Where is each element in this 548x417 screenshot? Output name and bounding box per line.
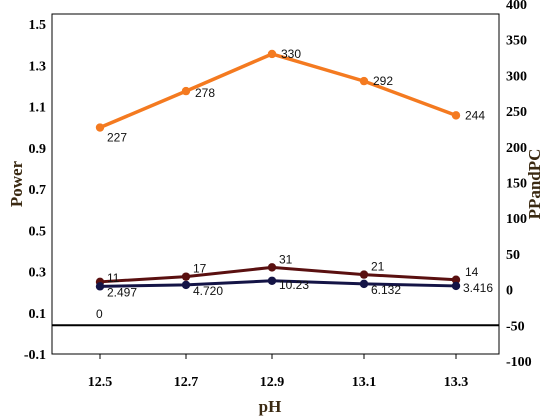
- data-point: [359, 76, 369, 86]
- right-tick-label: -100: [506, 355, 532, 370]
- x-tick-label: 12.7: [174, 375, 199, 390]
- data-label: 227: [107, 131, 127, 145]
- data-point: [451, 275, 461, 284]
- data-label: 330: [281, 47, 301, 61]
- series-line: [99, 52, 457, 130]
- right-tick-label: -50: [506, 319, 525, 334]
- right-tick-label: 300: [506, 69, 527, 84]
- series-2: 2.497 4.720 10.23 6.132 3.416: [95, 276, 493, 299]
- left-axis-title: Power: [7, 160, 26, 207]
- x-tick-label: 12.5: [88, 375, 113, 390]
- data-point: [267, 276, 277, 285]
- series-layer: 227 278 330 292 244 11 17 31 21 14 2.497 4.720 10.23…: [95, 47, 493, 299]
- annotation-label: 0: [96, 307, 103, 321]
- data-point: [451, 111, 461, 120]
- data-label: 6.132: [371, 283, 401, 297]
- data-point: [359, 279, 369, 289]
- left-tick-label: 1.1: [29, 101, 47, 116]
- data-label: 17: [193, 262, 207, 276]
- left-tick-label: 0.7: [29, 183, 47, 198]
- data-label: 4.720: [193, 284, 223, 298]
- x-axis-title: pH: [259, 397, 282, 416]
- data-point: [451, 281, 461, 291]
- series-line: [99, 279, 457, 288]
- x-axis-ticks: 12.5 12.7 12.9 13.1 13.3: [88, 354, 469, 390]
- left-tick-label: 0.3: [29, 266, 47, 281]
- right-axis-ticks: -100 -50 0 50 100 150 200 250 300 350 400: [506, 0, 532, 370]
- series-0: 227 278 330 292 244: [95, 47, 485, 145]
- data-point: [359, 270, 369, 279]
- data-label: 31: [279, 252, 293, 266]
- right-tick-label: 200: [506, 141, 527, 156]
- data-point: [95, 123, 105, 132]
- data-point: [95, 282, 105, 291]
- right-tick-label: 400: [506, 0, 527, 13]
- x-tick-label: 13.1: [352, 375, 377, 390]
- data-point: [181, 280, 191, 290]
- right-tick-label: 50: [506, 248, 520, 263]
- data-label: 2.497: [107, 285, 137, 299]
- data-point: [181, 86, 191, 96]
- data-label: 14: [465, 265, 479, 279]
- right-tick-label: 100: [506, 212, 527, 227]
- plot-area-frame: [51, 13, 500, 355]
- right-tick-label: 250: [506, 105, 527, 120]
- left-axis-ticks: -0.1 0.1 0.3 0.5 0.7 0.9 1.1 1.3 1.5: [24, 18, 46, 363]
- right-axis-title: PPandPC: [525, 149, 544, 220]
- left-tick-label: -0.1: [24, 348, 46, 363]
- data-point: [181, 272, 191, 281]
- data-label: 292: [373, 74, 393, 88]
- right-tick-label: 350: [506, 34, 527, 49]
- x-tick-label: 13.3: [444, 375, 469, 390]
- left-tick-label: 0.9: [29, 142, 47, 157]
- data-label: 21: [371, 260, 385, 274]
- data-label: 11: [107, 271, 120, 285]
- data-label: 244: [465, 108, 485, 122]
- right-tick-label: 150: [506, 177, 527, 192]
- data-label: 278: [195, 86, 215, 100]
- left-tick-label: 0.1: [29, 307, 47, 322]
- left-tick-label: 0.5: [29, 224, 47, 239]
- data-point: [267, 49, 277, 59]
- data-point: [267, 263, 277, 272]
- data-label: 3.416: [463, 281, 493, 295]
- data-label: 10.23: [279, 278, 309, 292]
- right-tick-label: 0: [506, 284, 513, 299]
- left-tick-label: 1.5: [29, 18, 47, 33]
- series-1: 11 17 31 21 14: [95, 252, 479, 287]
- left-tick-label: 1.3: [29, 59, 47, 74]
- x-tick-label: 12.9: [260, 375, 285, 390]
